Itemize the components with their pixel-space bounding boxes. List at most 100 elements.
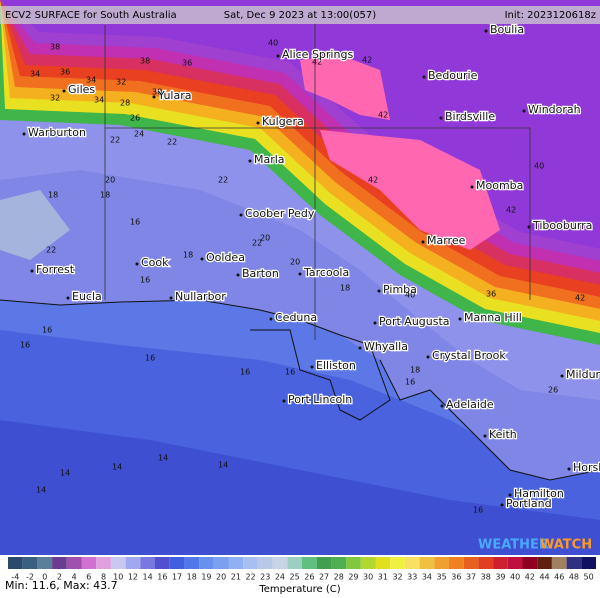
- contour-label: 16: [140, 276, 150, 285]
- colorbar-tick-label: 4: [72, 573, 77, 582]
- colorbar-swatch: [213, 557, 229, 569]
- contour-label: 16: [473, 506, 483, 515]
- contour-label: 34: [86, 76, 96, 85]
- place-label: Keith: [489, 428, 517, 441]
- place-dot: [22, 132, 26, 136]
- colorbar-tick-label: 40: [510, 573, 520, 582]
- colorbar-swatch: [110, 557, 126, 569]
- stats: Min: 11.6, Max: 43.7: [5, 579, 118, 592]
- colorbar-swatch: [302, 557, 317, 569]
- place-dot: [236, 273, 240, 277]
- place-dot: [30, 269, 34, 273]
- contour-label: 24: [134, 130, 144, 139]
- contour-label: 30: [152, 88, 162, 97]
- colorbar-swatch: [507, 557, 523, 569]
- contour-label: 16: [405, 378, 415, 387]
- place-label: Whyalla: [364, 340, 408, 353]
- colorbar-tick-label: 28: [334, 573, 344, 582]
- contour-label: 14: [112, 463, 122, 472]
- contour-label: 18: [48, 191, 58, 200]
- place-dot: [298, 272, 302, 276]
- colorbar-tick-label: 50: [584, 573, 594, 582]
- contour-label: 42: [368, 176, 378, 185]
- colorbar-swatch: [537, 557, 552, 569]
- colorbar-swatch: [22, 557, 38, 569]
- logo-word2: WATCH: [540, 538, 592, 553]
- contour-label: 18: [340, 284, 350, 293]
- contour-label: 22: [252, 239, 262, 248]
- contour-label: 38: [50, 43, 60, 52]
- place-dot: [500, 503, 504, 507]
- place-dot: [248, 159, 252, 163]
- place-label: Port Augusta: [379, 315, 450, 328]
- contour-label: 16: [240, 368, 250, 377]
- place-dot: [470, 185, 474, 189]
- place-label: Mildura: [566, 368, 600, 381]
- place-label: Kulgera: [262, 115, 304, 128]
- contour-label: 16: [285, 368, 295, 377]
- contour-label: 20: [290, 258, 300, 267]
- colorbar-tick-label: 31: [378, 573, 388, 582]
- place-dot: [282, 399, 286, 403]
- colorbar-swatch: [463, 557, 479, 569]
- contour-label: 18: [410, 366, 420, 375]
- place-label: Elliston: [316, 359, 356, 372]
- place-label: Alice Springs: [282, 48, 353, 61]
- contour-label: 36: [182, 59, 192, 68]
- colorbar-tick-label: -2: [26, 573, 34, 582]
- colorbar-swatch: [243, 557, 258, 569]
- colorbar-tick-label: 23: [260, 573, 270, 582]
- colorbar-swatch: [434, 557, 449, 569]
- place-label: Nullarbor: [175, 290, 226, 303]
- place-dot: [440, 404, 444, 408]
- hot-spot: [320, 130, 500, 250]
- place-dot: [527, 225, 531, 229]
- place-label: Manna Hill: [464, 311, 522, 324]
- header-title: ECV2 SURFACE for South Australia: [5, 10, 177, 21]
- colorbar-tick-label: 25: [290, 573, 300, 582]
- place-dot: [484, 29, 488, 33]
- contour-label: 32: [116, 78, 126, 87]
- colorbar-tick-label: 48: [569, 573, 579, 582]
- colorbar-swatch: [493, 557, 508, 569]
- place-dot: [256, 121, 260, 125]
- place-dot: [310, 365, 314, 369]
- colorbar-swatch: [66, 557, 82, 569]
- colorbar-swatch: [478, 557, 494, 569]
- colorbar-swatch: [522, 557, 538, 569]
- colorbar-swatch: [228, 557, 244, 569]
- place-dot: [152, 95, 156, 99]
- colorbar-swatch: [449, 557, 464, 569]
- header-valid: Sat, Dec 9 2023 at 13:00(057): [224, 10, 376, 21]
- contour-label: 22: [218, 176, 228, 185]
- place-label: Pimba: [383, 283, 417, 296]
- colorbar-tick-label: 0: [42, 573, 47, 582]
- colorbar-tick-label: 32: [392, 573, 402, 582]
- place-dot: [276, 54, 280, 58]
- colorbar-tick-label: 33: [407, 573, 417, 582]
- colorbar-tick-label: 19: [201, 573, 211, 582]
- colorbar-swatch: [346, 557, 361, 569]
- colorbar-swatch: [287, 557, 302, 569]
- colorbar-tick-label: 42: [525, 573, 535, 582]
- colorbar-swatch: [316, 557, 332, 569]
- contour-label: 42: [362, 56, 372, 65]
- contour-label: 16: [145, 354, 155, 363]
- colorbar-swatch: [140, 557, 155, 569]
- colorbar-swatch: [257, 557, 273, 569]
- place-dot: [200, 257, 204, 261]
- colorbar-swatch: [199, 557, 214, 569]
- contour-label: 22: [167, 138, 177, 147]
- contour-label: 18: [100, 191, 110, 200]
- place-label: Portland: [506, 497, 552, 510]
- header-bar: [0, 6, 600, 24]
- coastline: [0, 299, 391, 421]
- colorbar-tick-label: 37: [466, 573, 476, 582]
- colorbar-swatch: [360, 557, 376, 569]
- place-dot: [422, 75, 426, 79]
- contour-label: 40: [268, 39, 278, 48]
- place-label: Marla: [254, 153, 285, 166]
- place-dot: [567, 467, 571, 471]
- colorbar-tick-label: 30: [363, 573, 373, 582]
- colorbar-tick-label: 16: [157, 573, 167, 582]
